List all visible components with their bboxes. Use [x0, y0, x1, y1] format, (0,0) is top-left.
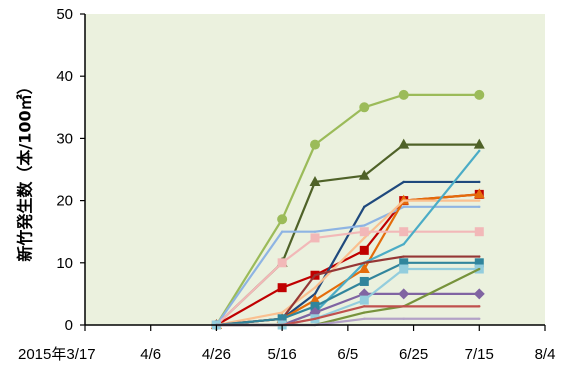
- data-point: [313, 230, 317, 233]
- x-tick-label: 2015年3/17: [18, 346, 96, 363]
- data-point: [473, 288, 485, 300]
- data-point: [473, 138, 485, 149]
- data-point: [310, 301, 320, 311]
- data-point: [478, 205, 481, 209]
- data-point: [277, 314, 287, 324]
- data-point: [277, 214, 288, 225]
- data-point: [313, 274, 317, 277]
- data-point: [309, 175, 321, 186]
- x-tick-label: 7/15: [465, 346, 494, 363]
- x-tick-label: 5/16: [268, 346, 297, 363]
- data-point: [359, 276, 369, 286]
- data-point: [478, 255, 481, 258]
- series-line: [215, 205, 480, 326]
- data-point: [478, 305, 481, 308]
- data-point: [474, 89, 485, 100]
- data-point: [280, 311, 284, 314]
- data-point: [473, 188, 485, 199]
- y-tick-label: 10: [56, 255, 73, 272]
- data-point: [363, 317, 366, 320]
- data-point: [359, 102, 370, 113]
- series-line: [216, 261, 480, 327]
- x-tick-label: 6/5: [337, 346, 358, 363]
- data-point: [363, 261, 366, 264]
- data-point: [358, 263, 370, 274]
- data-point: [474, 258, 484, 268]
- x-tick-label: 8/4: [535, 346, 556, 363]
- data-point: [359, 295, 369, 305]
- y-tick-label: 40: [56, 68, 73, 85]
- data-point: [478, 199, 481, 202]
- data-point: [478, 317, 481, 320]
- series-line: [216, 199, 480, 327]
- data-point: [310, 233, 320, 243]
- data-point: [399, 264, 409, 274]
- data-point: [313, 317, 317, 320]
- x-tick-label: 4/6: [140, 346, 161, 363]
- x-tick-label: 6/25: [399, 346, 428, 363]
- data-point: [402, 180, 405, 184]
- y-tick-label: 20: [56, 193, 73, 210]
- data-point: [277, 283, 287, 293]
- data-point: [363, 305, 366, 308]
- data-point: [277, 258, 287, 268]
- series-line: [215, 230, 480, 326]
- series-7: [215, 199, 481, 327]
- x-axis-ticks: 2015年3/17 4/6 4/26 5/16 6/5 6/25 7/15 8/4: [18, 325, 555, 363]
- y-tick-label: 50: [56, 6, 73, 23]
- data-point: [398, 138, 410, 149]
- data-point: [478, 267, 481, 271]
- data-point: [474, 227, 484, 237]
- data-point: [402, 199, 405, 202]
- data-point: [313, 286, 317, 289]
- data-point: [399, 258, 409, 268]
- data-point: [398, 288, 410, 300]
- data-point: [359, 227, 369, 237]
- y-tick-label: 0: [65, 317, 73, 334]
- data-point: [280, 230, 284, 233]
- series-line: [215, 93, 480, 326]
- series-5: [215, 205, 481, 327]
- data-point: [310, 139, 320, 150]
- data-point: [398, 89, 409, 100]
- data-point: [363, 205, 366, 209]
- data-point: [363, 236, 366, 240]
- data-point: [313, 292, 317, 296]
- data-point: [363, 224, 366, 227]
- y-tick-label: 30: [56, 130, 73, 147]
- data-point: [363, 311, 366, 314]
- data-point: [358, 169, 370, 180]
- data-point: [309, 294, 321, 305]
- y-axis-ticks: 0 10 20 30 40 50: [56, 6, 85, 334]
- data-point: [402, 255, 405, 258]
- data-point: [402, 242, 405, 246]
- data-point: [478, 180, 481, 184]
- data-point: [402, 205, 405, 209]
- data-point: [402, 305, 405, 308]
- data-point: [399, 227, 409, 237]
- data-point: [359, 245, 369, 255]
- data-point: [402, 317, 405, 320]
- x-tick-label: 4/26: [202, 346, 231, 363]
- y-axis-label: 新竹発生数（本/100㎡）: [16, 78, 35, 261]
- data-point: [478, 149, 481, 153]
